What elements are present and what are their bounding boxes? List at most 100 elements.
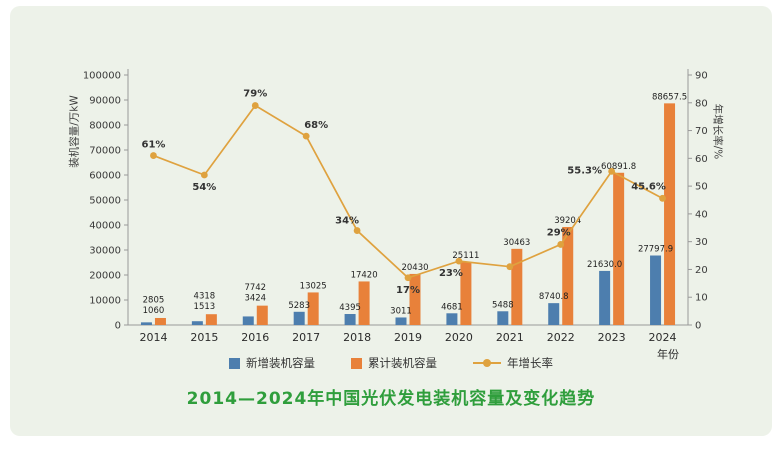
growth-rate-point <box>557 241 565 248</box>
x-tick-label: 2020 <box>445 331 473 344</box>
bar-value-label-cumulative: 39204 <box>554 216 581 226</box>
bar-new-capacity <box>599 270 611 325</box>
bar-value-label-new: 4395 <box>339 303 361 313</box>
bar-value-label-new: 5488 <box>492 300 514 310</box>
left-axis-tick-label: 40000 <box>89 221 121 232</box>
bar-new-capacity <box>650 255 662 325</box>
right-axis-tick-label: 80 <box>695 98 708 109</box>
growth-rate-label: 79% <box>243 89 267 100</box>
bar-new-capacity <box>293 311 305 325</box>
x-tick-label: 2019 <box>394 331 422 344</box>
x-tick-label: 2022 <box>547 331 575 344</box>
x-tick-label: 2017 <box>292 331 320 344</box>
bar-value-label-cumulative: 25111 <box>452 251 479 261</box>
x-tick-label: 2018 <box>343 331 371 344</box>
left-axis-tick-label: 80000 <box>89 121 121 132</box>
growth-rate-label: 54% <box>192 182 216 193</box>
legend-item-cumulative-capacity: 累计装机容量 <box>351 355 437 371</box>
growth-rate-point <box>455 257 463 265</box>
left-axis-tick-label: 70000 <box>89 146 121 157</box>
x-tick-label: 2015 <box>190 331 218 344</box>
bar-cumulative-capacity <box>664 103 676 325</box>
right-axis-tick-label: 60 <box>695 154 708 165</box>
growth-rate-label: 29% <box>547 227 571 238</box>
legend-swatch-cumulative <box>351 357 362 369</box>
growth-rate-label: 17% <box>396 285 420 296</box>
bar-new-capacity <box>395 317 407 325</box>
bar-value-label-cumulative: 13025 <box>300 281 327 291</box>
bar-value-label-cumulative: 30463 <box>503 238 530 248</box>
legend-label-growth: 年增长率 <box>507 356 553 370</box>
x-tick-label: 2024 <box>649 331 677 344</box>
bar-value-label-new: 3011 <box>390 306 412 316</box>
legend-item-new-capacity: 新增装机容量 <box>229 355 315 371</box>
bar-value-label-cumulative: 17420 <box>351 270 378 280</box>
bar-cumulative-capacity <box>205 314 217 325</box>
left-axis-tick-label: 30000 <box>89 246 121 257</box>
right-axis-tick-label: 70 <box>695 126 708 137</box>
bar-value-label-new: 21630.0 <box>587 260 622 270</box>
growth-rate-label: 23% <box>439 268 463 279</box>
growth-rate-point <box>404 274 412 282</box>
bar-value-label-cumulative: 2805 <box>143 295 165 305</box>
bar-new-capacity <box>548 303 560 325</box>
bar-value-label-new: 1513 <box>194 302 216 312</box>
x-axis-unit-label: 年份 <box>657 348 679 361</box>
growth-rate-label: 55.3% <box>567 165 602 176</box>
bar-new-capacity <box>140 322 152 325</box>
bar-cumulative-capacity <box>409 273 421 325</box>
bar-cumulative-capacity <box>307 292 319 325</box>
growth-rate-point <box>506 263 514 271</box>
bar-cumulative-capacity <box>511 248 523 325</box>
left-axis-tick-label: 20000 <box>89 271 121 282</box>
left-axis-tick-label: 100000 <box>83 71 121 82</box>
legend-label-cumulative: 累计装机容量 <box>368 356 437 370</box>
bar-new-capacity <box>242 316 254 325</box>
right-axis-tick-label: 30 <box>695 237 708 248</box>
bar-new-capacity <box>344 314 356 325</box>
left-axis-tick-label: 0 <box>115 321 121 332</box>
bar-new-capacity <box>497 311 509 325</box>
legend-swatch-new <box>229 357 240 369</box>
bar-value-label-new: 27797.9 <box>638 245 673 255</box>
legend-swatch-growth <box>473 359 501 367</box>
left-axis-tick-label: 10000 <box>89 296 121 307</box>
bar-value-label-cumulative: 20430 <box>401 263 428 273</box>
growth-rate-label: 45.6% <box>631 181 666 192</box>
x-tick-label: 2021 <box>496 331 524 344</box>
growth-rate-point <box>150 152 157 159</box>
legend-label-new: 新增装机容量 <box>246 356 315 370</box>
growth-rate-point <box>608 167 616 175</box>
x-tick-label: 2023 <box>598 331 626 344</box>
chart-panel <box>10 6 772 436</box>
right-axis-tick-label: 40 <box>695 209 708 220</box>
bar-value-label-cumulative: 4318 <box>194 292 216 302</box>
bar-value-label-new: 1060 <box>143 306 165 316</box>
growth-rate-label: 68% <box>304 120 328 131</box>
bar-cumulative-capacity <box>154 317 166 325</box>
bar-cumulative-capacity <box>562 226 574 325</box>
bar-cumulative-capacity <box>613 172 625 325</box>
bar-value-label-new: 4681 <box>441 302 463 312</box>
left-axis-tick-label: 50000 <box>89 196 121 207</box>
left-axis-tick-label: 90000 <box>89 96 121 107</box>
right-axis-tick-label: 20 <box>695 265 708 276</box>
growth-rate-label: 34% <box>335 216 359 227</box>
bar-value-label-new: 3424 <box>244 294 266 304</box>
bar-value-label-new: 8740.8 <box>539 292 569 302</box>
bar-new-capacity <box>191 321 203 325</box>
growth-rate-label: 61% <box>141 140 165 151</box>
legend: 新增装机容量 累计装机容量 年增长率 <box>0 355 782 371</box>
x-tick-label: 2016 <box>241 331 269 344</box>
bar-new-capacity <box>446 313 458 325</box>
x-tick-label: 2014 <box>139 331 167 344</box>
growth-rate-line <box>153 104 663 279</box>
growth-rate-point <box>353 227 361 234</box>
growth-rate-point <box>200 171 208 179</box>
left-axis-tick-label: 60000 <box>89 171 121 182</box>
growth-rate-point <box>251 102 259 109</box>
bar-value-label-cumulative: 88657.5 <box>652 92 687 102</box>
bar-cumulative-capacity <box>358 281 370 325</box>
